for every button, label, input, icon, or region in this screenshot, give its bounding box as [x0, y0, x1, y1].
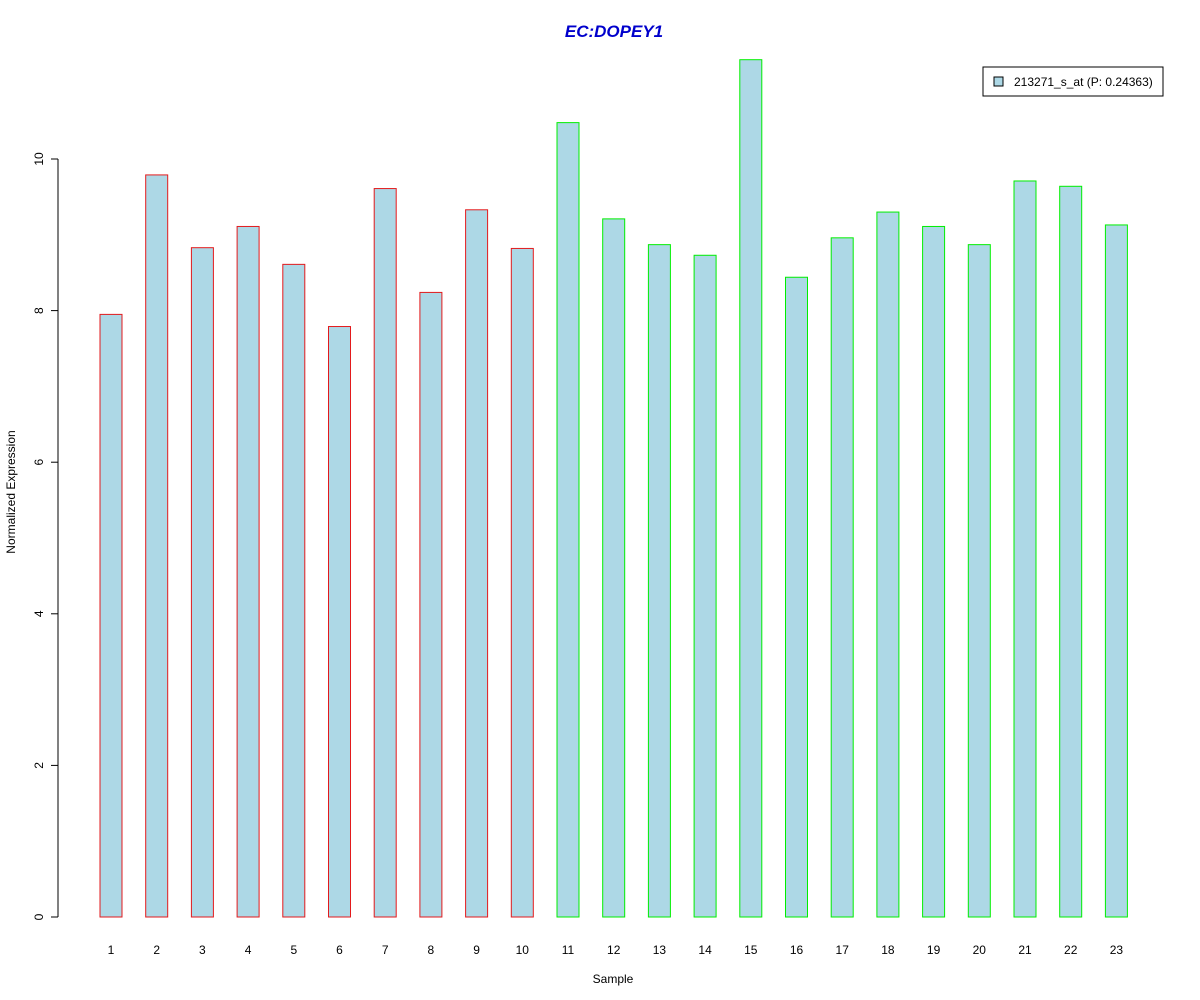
bar-sample-5 [282, 263, 306, 918]
bar-sample-20 [967, 244, 991, 918]
x-tick-label: 10 [516, 943, 530, 957]
x-tick-label: 20 [973, 943, 987, 957]
bar-sample-10 [510, 247, 534, 918]
bar-sample-18 [876, 211, 900, 918]
bar-sample-16 [785, 276, 808, 918]
x-tick-label: 8 [428, 943, 435, 957]
x-tick-label: 16 [790, 943, 804, 957]
y-tick-label: 0 [32, 913, 46, 920]
y-tick-label: 4 [32, 610, 46, 617]
x-tick-label: 12 [607, 943, 621, 957]
bar-sample-12 [602, 218, 626, 918]
x-axis-title: Sample [593, 972, 634, 986]
y-axis-title: Normalized Expression [4, 430, 18, 553]
bar-sample-9 [465, 209, 489, 918]
legend-box [982, 66, 1164, 97]
y-tick-label: 10 [32, 152, 46, 166]
x-tick-label: 17 [836, 943, 850, 957]
y-tick-label: 2 [32, 762, 46, 769]
bar-sample-6 [328, 326, 351, 918]
legend-label: 213271_s_at (P: 0.24363) [1014, 75, 1153, 89]
bar-sample-3 [190, 247, 214, 918]
x-tick-label: 23 [1110, 943, 1124, 957]
bars-group [99, 59, 1128, 918]
bar-sample-13 [647, 244, 671, 918]
bar-sample-11 [556, 122, 580, 918]
x-tick-label: 2 [153, 943, 160, 957]
bar-sample-23 [1104, 224, 1128, 918]
bar-sample-14 [693, 254, 717, 918]
bar-sample-7 [373, 188, 397, 918]
legend-swatch [993, 76, 1004, 87]
x-tick-label: 7 [382, 943, 389, 957]
x-tick-label: 5 [290, 943, 297, 957]
legend: 213271_s_at (P: 0.24363) [982, 66, 1164, 97]
x-tick-label: 18 [881, 943, 895, 957]
bar-sample-1 [99, 313, 123, 918]
x-tick-label: 3 [199, 943, 206, 957]
bar-sample-15 [739, 59, 763, 918]
bar-sample-17 [830, 237, 854, 918]
bar-sample-8 [419, 291, 443, 918]
y-axis: 0 2 4 6 8 10 [32, 152, 59, 920]
bar-sample-4 [236, 225, 260, 918]
y-tick-label: 6 [32, 459, 46, 466]
x-tick-label: 6 [336, 943, 343, 957]
bar-sample-19 [922, 225, 946, 918]
x-tick-label: 9 [473, 943, 480, 957]
bar-sample-21 [1013, 180, 1037, 918]
x-tick-label: 19 [927, 943, 941, 957]
bar-sample-22 [1059, 185, 1083, 918]
bar-sample-2 [145, 174, 169, 918]
x-tick-label: 22 [1064, 943, 1078, 957]
x-tick-label: 4 [245, 943, 252, 957]
y-tick-label: 8 [32, 307, 46, 314]
x-tick-label: 21 [1018, 943, 1032, 957]
x-tick-label: 11 [562, 943, 575, 957]
x-tick-label: 14 [698, 943, 712, 957]
chart-title: EC:DOPEY1 [565, 22, 663, 41]
x-tick-label: 1 [108, 943, 115, 957]
x-tick-label: 15 [744, 943, 758, 957]
x-tick-label: 13 [653, 943, 667, 957]
x-axis-tick-labels: 1 2 3 4 5 6 7 8 9 10 11 12 13 14 15 16 17 18 19 20 21 22 23 [108, 943, 1124, 957]
